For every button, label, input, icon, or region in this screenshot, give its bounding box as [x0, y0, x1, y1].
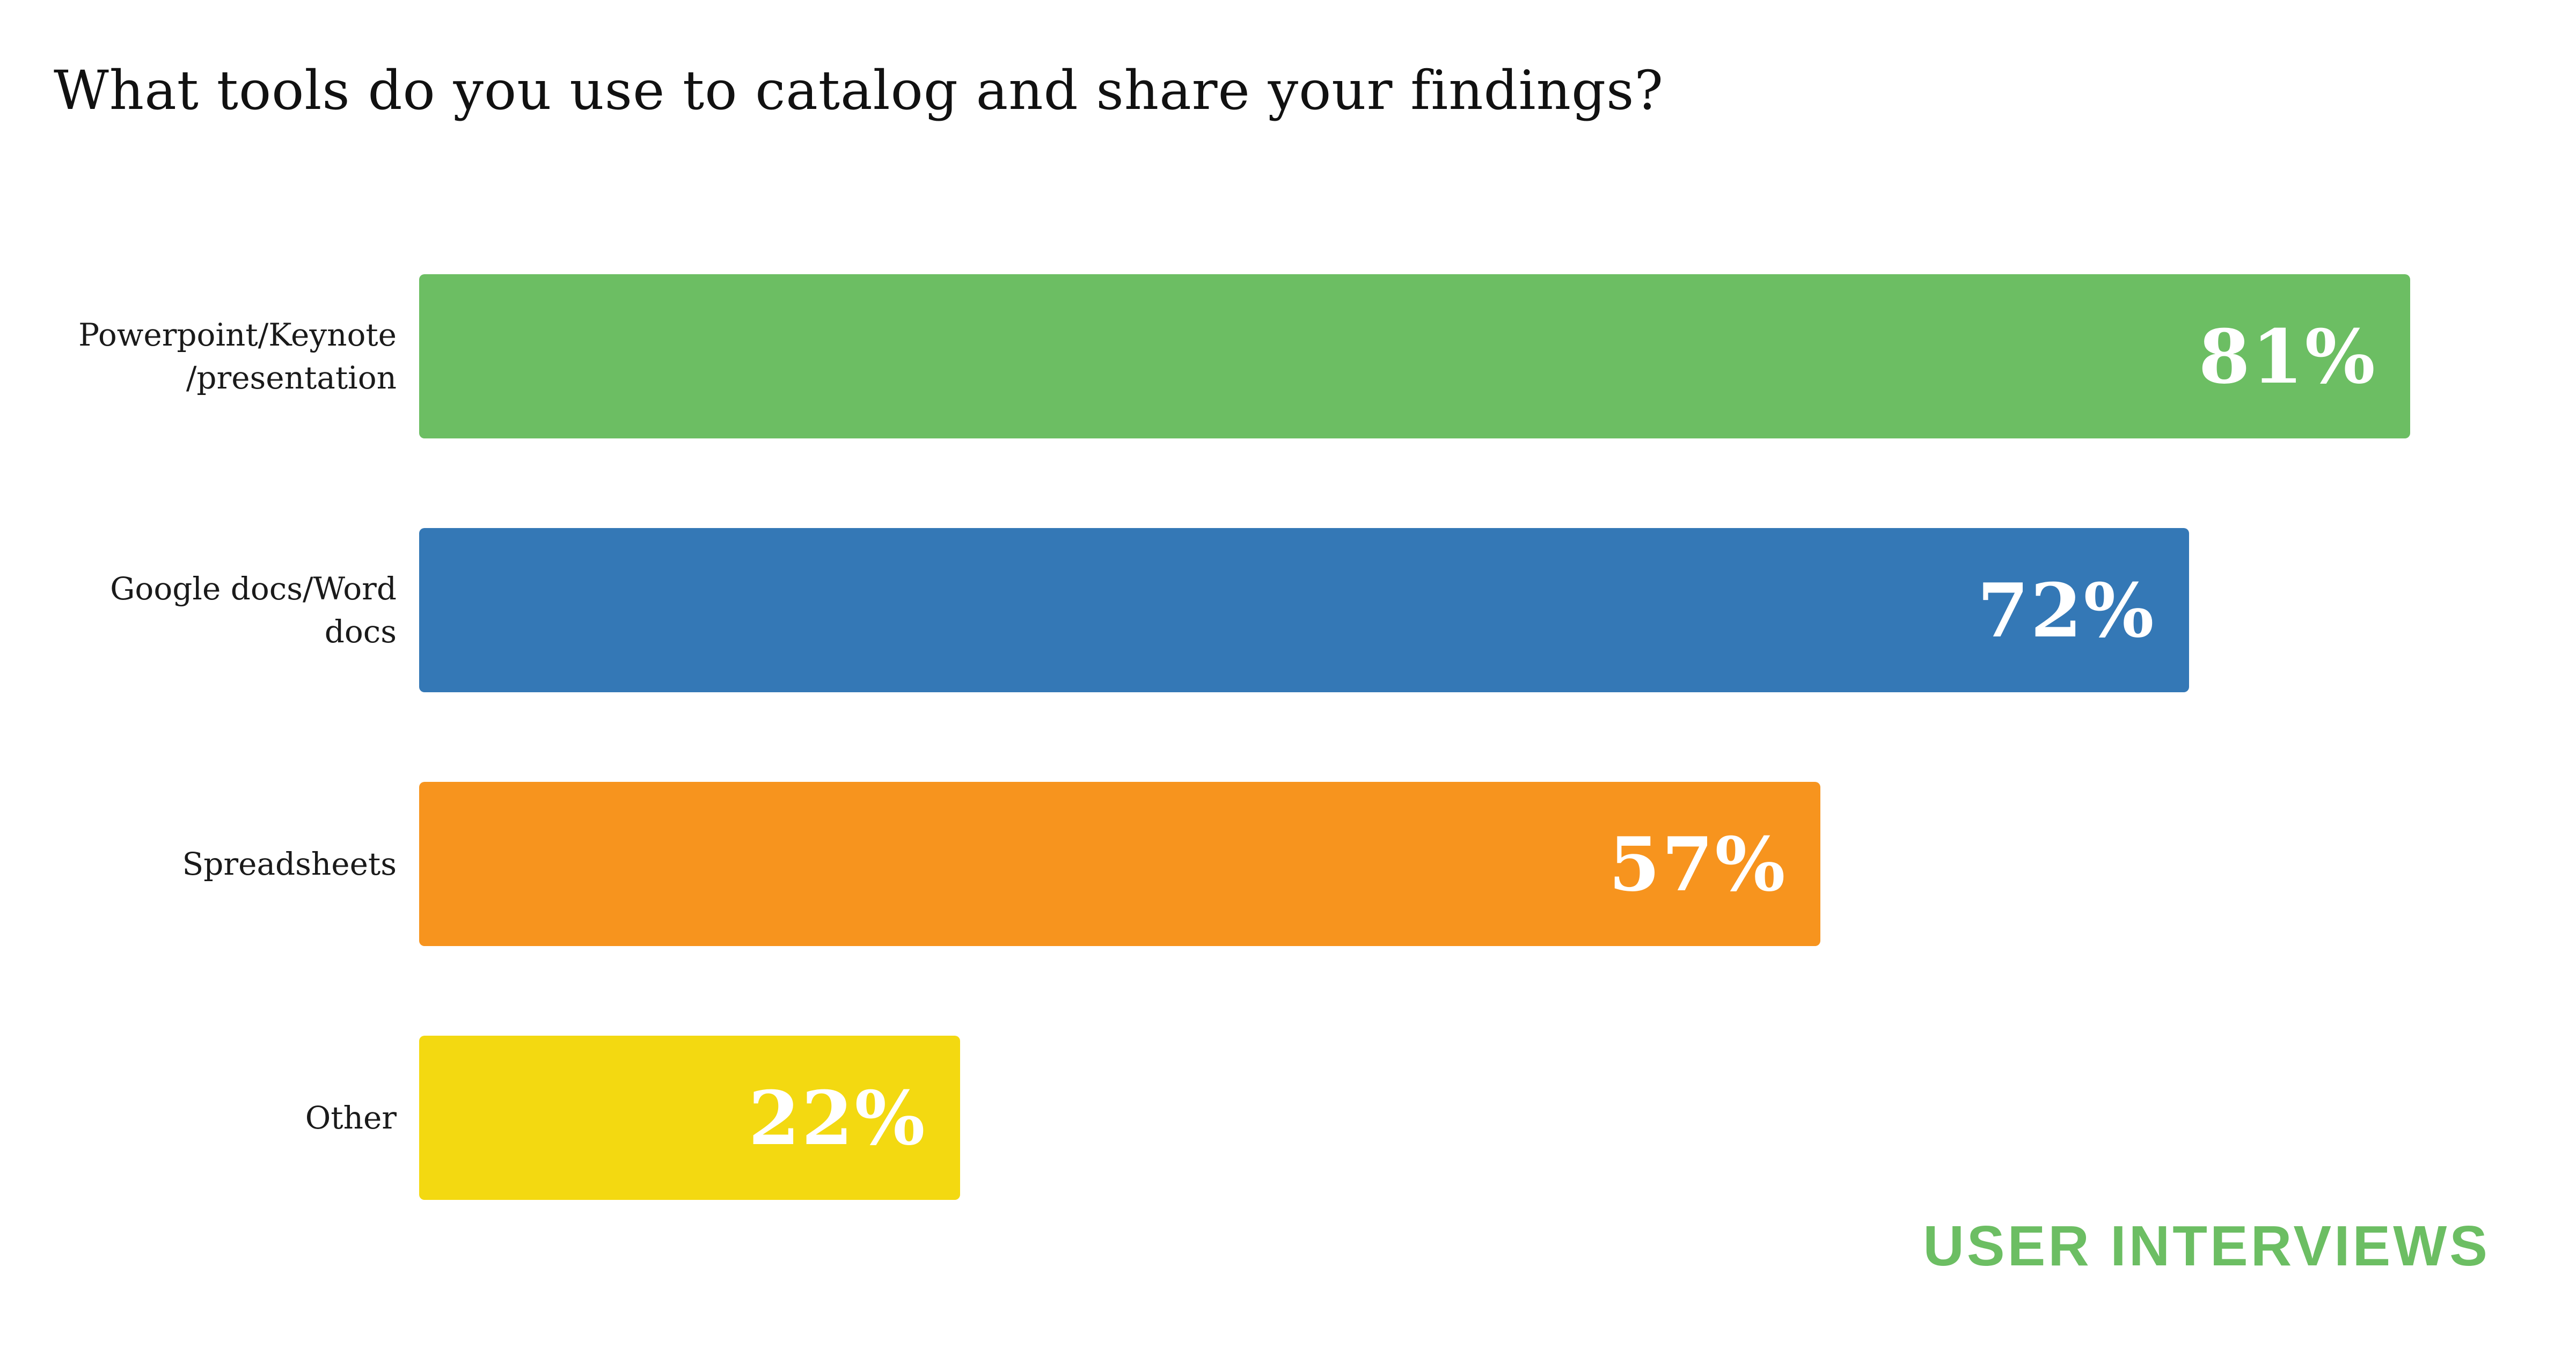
- bar-row: Spreadsheets 57%: [0, 782, 2576, 946]
- bar-row: Powerpoint/Keynote/presentation 81%: [0, 274, 2576, 438]
- bar-track: 72%: [419, 528, 2576, 692]
- bar-track: 22%: [419, 1036, 2576, 1200]
- category-label: Other: [305, 1099, 397, 1136]
- bar-track: 57%: [419, 782, 2576, 946]
- bar-chart: Powerpoint/Keynote/presentation 81% Google…: [0, 274, 2576, 1290]
- bar-value-label: 57%: [1608, 820, 1787, 908]
- bar-track: 81%: [419, 274, 2576, 438]
- category-label: Powerpoint/Keynote/presentation: [78, 316, 397, 396]
- chart-title: What tools do you use to catalog and sha…: [54, 59, 1664, 122]
- bar-segment: 57%: [419, 782, 1820, 946]
- bar-row: Google docs/Word docs 72%: [0, 528, 2576, 692]
- bar-segment: 22%: [419, 1036, 960, 1200]
- bar-value-label: 22%: [748, 1074, 927, 1162]
- bar-value-label: 81%: [2198, 312, 2377, 400]
- bar-segment: 72%: [419, 528, 2189, 692]
- category-label: Google docs/Word docs: [110, 570, 397, 650]
- category-label: Spreadsheets: [182, 845, 397, 882]
- bar-segment: 81%: [419, 274, 2410, 438]
- bar-value-label: 72%: [1977, 566, 2156, 654]
- user-interviews-logo: USER INTERVIEWS: [1923, 1214, 2490, 1278]
- bar-row: Other 22%: [0, 1036, 2576, 1200]
